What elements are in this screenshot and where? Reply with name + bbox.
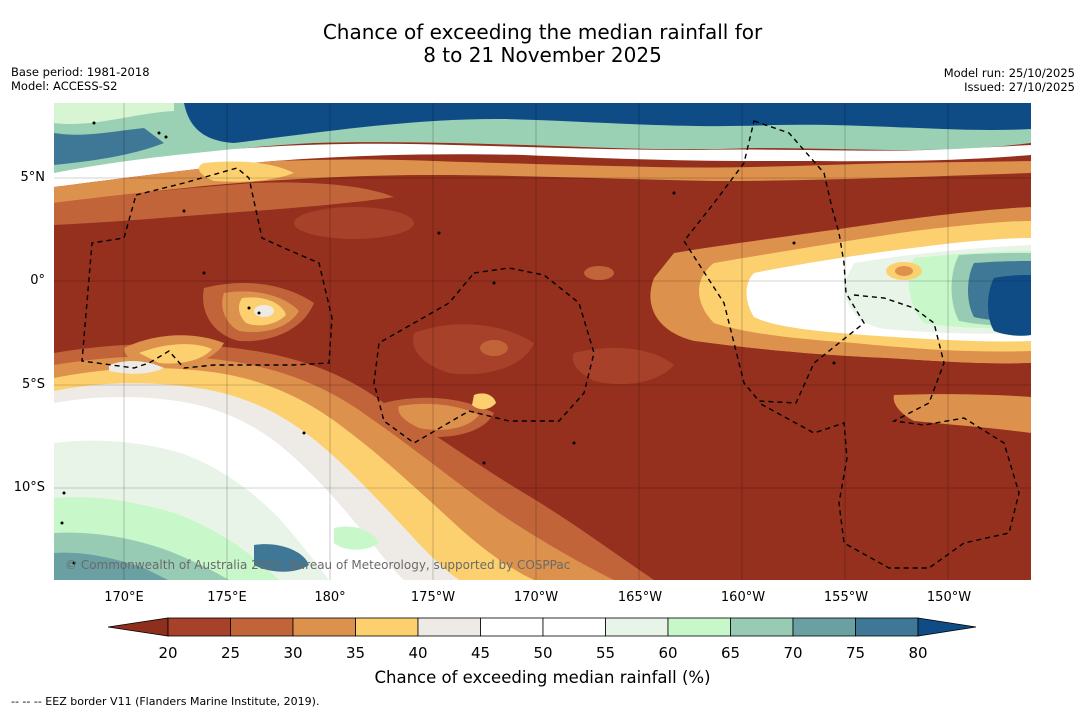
- lon-label-180: 180°: [314, 590, 346, 605]
- north-center-rust: [294, 207, 414, 239]
- colorbar-tick-60: 60: [658, 644, 678, 662]
- north-white-edge: [54, 143, 1031, 187]
- colorbar-tick-45: 45: [470, 644, 491, 662]
- colorbar-bin-25-30: [230, 617, 294, 637]
- north-yellow-patch: [198, 161, 294, 182]
- eez-borders: [81, 120, 1020, 569]
- south-blue-patch: [254, 544, 309, 572]
- north-lightgreen-band: [54, 103, 174, 125]
- base-period: Base period: 1981-2018: [11, 65, 150, 79]
- island-dots: [60, 121, 836, 565]
- colorbar-tick-20: 20: [158, 644, 178, 662]
- colorbar-tick-55: 55: [595, 644, 616, 662]
- meta-right: Model run: 25/10/2025 Issued: 27/10/2025: [944, 66, 1075, 94]
- colorbar-bin-55-60: [605, 617, 669, 637]
- colorbar-tick-40: 40: [408, 644, 428, 662]
- colorbar-under-arrow: [108, 617, 169, 637]
- colorbar-tick-25: 25: [220, 644, 241, 662]
- lat-label-5n: 5°N: [20, 170, 46, 185]
- colorbar-tick-65: 65: [720, 644, 741, 662]
- title-line-2: 8 to 21 November 2025: [423, 43, 662, 67]
- lon-label-165w: 165°W: [617, 590, 663, 605]
- colorbar-tick-35: 35: [345, 644, 366, 662]
- colorbar-bin-20-25: [167, 617, 231, 637]
- lon-label-170w: 170°W: [513, 590, 559, 605]
- lon-label-170e: 170°E: [104, 590, 144, 605]
- east-blue-zone: [988, 275, 1031, 336]
- colorbar-over-arrow: [917, 617, 977, 637]
- lon-label-155w: 155°W: [823, 590, 869, 605]
- colorbar-bin-35-40: [355, 617, 419, 637]
- colorbar-bin-45-50: [480, 617, 544, 637]
- eez-border-4: [758, 294, 1020, 569]
- colorbar-bin-30-35: [292, 617, 356, 637]
- colorbar-bin-60-65: [667, 617, 731, 637]
- central-rust-4: [572, 347, 674, 385]
- colorbar-bin-40-45: [417, 617, 481, 637]
- colorbar-tick-70: 70: [783, 644, 803, 662]
- central-yellow-blob: [472, 393, 496, 410]
- east-orange-blob-2: [895, 266, 913, 276]
- west-mid-beige: [254, 305, 274, 317]
- lat-label-10s: 10°S: [13, 480, 45, 495]
- colorbar-tick-30: 30: [283, 644, 303, 662]
- colorbar-bin-75-80: [855, 617, 919, 637]
- colorbar-bin-50-55: [542, 617, 606, 637]
- rainfall-map: [54, 103, 1031, 580]
- model-name: Model: ACCESS-S2: [11, 79, 118, 93]
- colorbar-tick-50: 50: [533, 644, 553, 662]
- meta-left: Base period: 1981-2018 Model: ACCESS-S2: [11, 65, 150, 93]
- colorbar-bin-65-70: [730, 617, 794, 637]
- central-orange-small-2: [584, 266, 614, 280]
- title-line-1: Chance of exceeding the median rainfall …: [322, 20, 763, 44]
- eez-border-3: [683, 120, 865, 404]
- central-lightorange-3: [398, 403, 479, 430]
- colorbar-bin-70-75: [792, 617, 856, 637]
- eez-border-1: [81, 167, 333, 369]
- north-teal-edge: [54, 128, 164, 165]
- lat-label-0: 0°: [30, 273, 45, 288]
- central-orange-small: [480, 340, 508, 356]
- west-south-yellow: [139, 344, 212, 364]
- central-rust-1: [413, 324, 534, 375]
- grid-lines: [54, 103, 1031, 580]
- map-svg: [54, 103, 1031, 580]
- north-rust-patch: [54, 182, 394, 225]
- north-orange-band: [54, 159, 1031, 203]
- east-red-return: [684, 341, 1031, 394]
- lon-label-160w: 160°W: [720, 590, 766, 605]
- model-run: Model run: 25/10/2025: [943, 66, 1075, 80]
- colorbar-label: Chance of exceeding median rainfall (%): [374, 668, 711, 687]
- colorbar-tick-80: 80: [908, 644, 928, 662]
- lon-label-175e: 175°E: [207, 590, 247, 605]
- south-green-patch-2: [334, 526, 379, 550]
- issued-date: Issued: 27/10/2025: [964, 80, 1075, 94]
- south-teal-band: [54, 552, 168, 580]
- copyright-notice: © Commonwealth of Australia 2025, Bureau…: [65, 558, 571, 572]
- eez-border-2: [373, 267, 595, 444]
- lon-label-150w: 150°W: [926, 590, 972, 605]
- colorbar: [108, 617, 977, 637]
- colorbar-tick-75: 75: [845, 644, 866, 662]
- eez-footnote: -- -- -- EEZ border V11 (Flanders Marine…: [11, 695, 320, 708]
- map-title: Chance of exceeding the median rainfall …: [0, 21, 1085, 67]
- lon-label-175w: 175°W: [410, 590, 456, 605]
- lat-label-5s: 5°S: [21, 377, 45, 392]
- north-blue-band: [184, 103, 1031, 143]
